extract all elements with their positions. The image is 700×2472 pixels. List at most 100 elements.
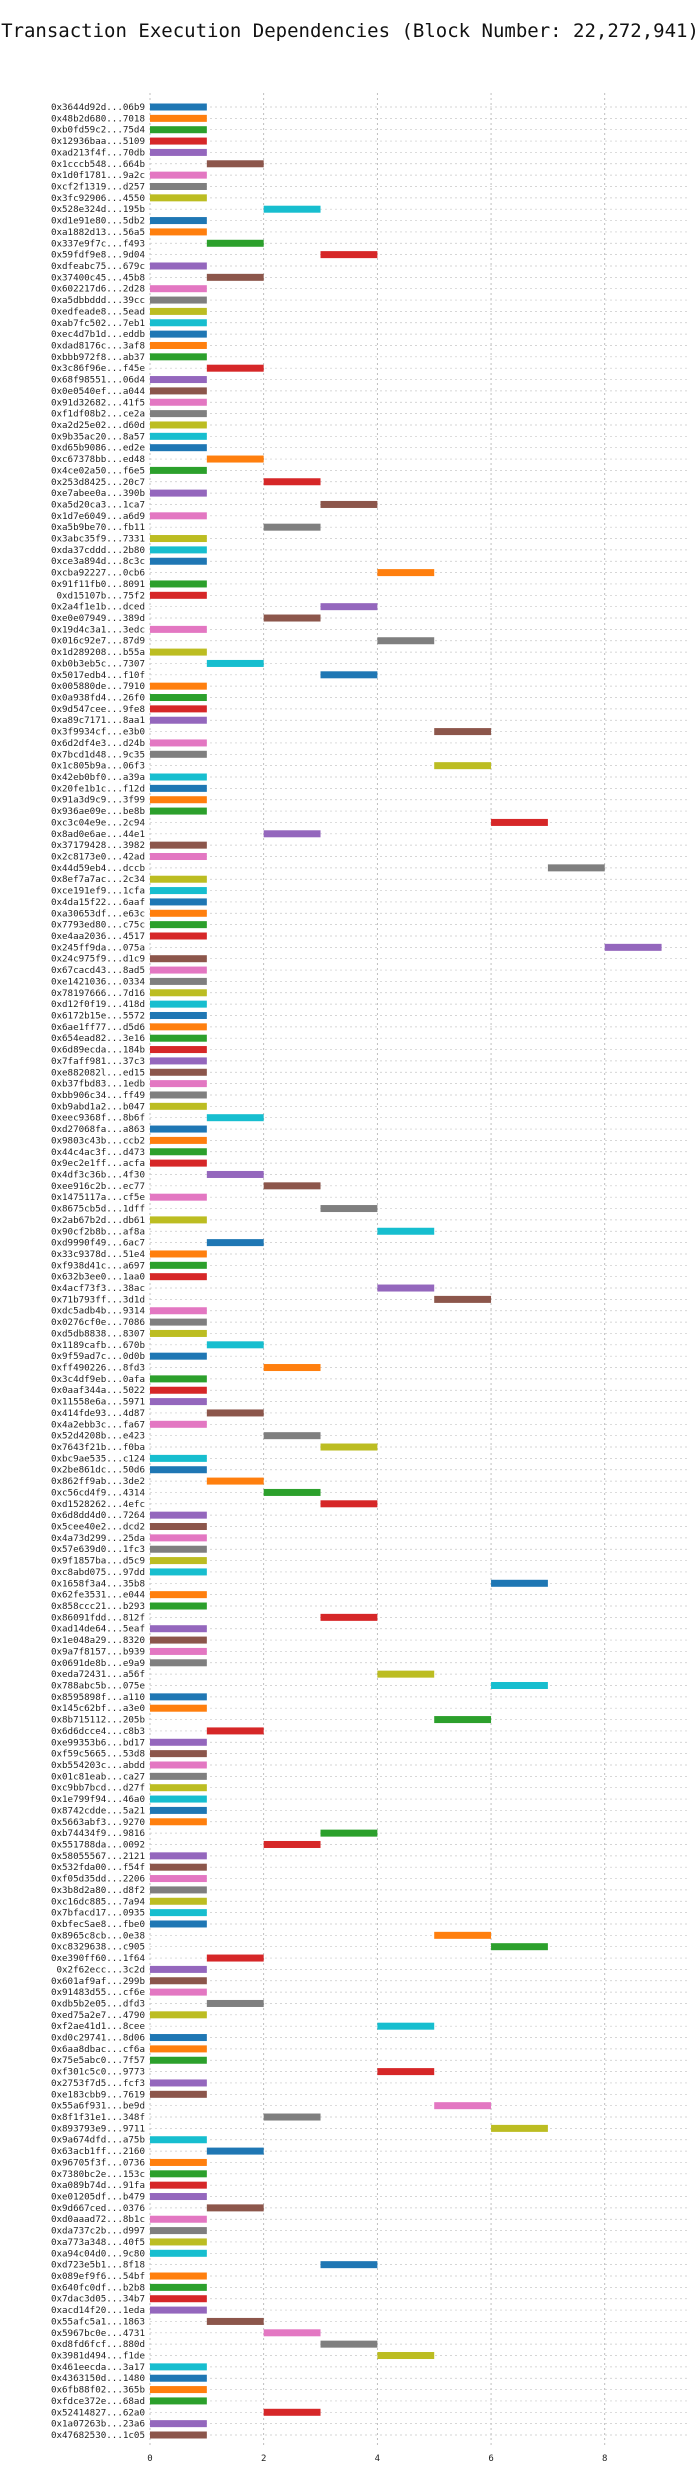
transaction-bar bbox=[547, 864, 605, 872]
tx-hash-label: 0x44d59eb4...dccb bbox=[51, 863, 145, 874]
tx-hash-label: 0x005880de...7910 bbox=[51, 681, 145, 692]
tx-hash-label: 0x8595898f...a110 bbox=[51, 1692, 145, 1703]
tx-hash-label: 0xd15107b...75f2 bbox=[56, 590, 145, 601]
tx-hash-label: 0x2be861dc...50d6 bbox=[51, 1465, 145, 1476]
transaction-bar bbox=[434, 1295, 492, 1303]
tx-hash-label: 0x7380bc2e...153c bbox=[51, 2169, 145, 2180]
transaction-bar bbox=[150, 1216, 207, 1224]
tx-hash-label: 0xf2ae41d1...8cee bbox=[51, 2021, 145, 2032]
transaction-bar bbox=[263, 2408, 321, 2416]
tx-hash-label: 0x8675cb5d...1dff bbox=[51, 1204, 145, 1215]
tx-hash-label: 0x5017edb4...f10f bbox=[51, 670, 145, 681]
x-tick-label: 4 bbox=[375, 2454, 380, 2464]
tx-hash-label: 0xa5dbbddd...39cc bbox=[51, 295, 145, 306]
tx-hash-label: 0x2753f7d5...fcf3 bbox=[51, 2078, 145, 2089]
tx-hash-label: 0x0691de8b...e9a9 bbox=[51, 1658, 145, 1669]
tx-hash-label: 0xc67378bb...ed48 bbox=[51, 454, 145, 465]
transaction-bar bbox=[150, 2431, 207, 2439]
tx-hash-label: 0xa89c7171...8aa1 bbox=[51, 715, 145, 726]
tx-hash-label: 0x91d32682...41f5 bbox=[51, 397, 145, 408]
tx-hash-label: 0x461eecda...3a17 bbox=[51, 2362, 145, 2373]
transaction-bar bbox=[150, 341, 207, 349]
tx-hash-label: 0x57e639d0...1fc3 bbox=[51, 1544, 145, 1555]
tx-hash-label: 0x2c8173e0...42ad bbox=[51, 852, 145, 863]
transaction-bar bbox=[150, 387, 207, 395]
x-tick-label: 8 bbox=[602, 2454, 607, 2464]
transaction-bar bbox=[150, 285, 207, 293]
tx-hash-label: 0xb0fd59c2...75d4 bbox=[51, 125, 146, 136]
transaction-bar bbox=[150, 694, 207, 702]
transaction-bar bbox=[150, 1125, 207, 1133]
tx-hash-label: 0x91a3d9c9...3f99 bbox=[51, 795, 145, 806]
tx-hash-label: 0x6172b15e...5572 bbox=[51, 1010, 145, 1021]
transaction-bar bbox=[150, 410, 207, 418]
transaction-bar bbox=[263, 205, 321, 213]
tx-hash-label: 0xbb906c34...ff49 bbox=[51, 1090, 145, 1101]
transaction-bar bbox=[150, 512, 207, 520]
tx-hash-label: 0x8ad0e6ae...44e1 bbox=[51, 829, 145, 840]
tx-hash-label: 0x1d7e6049...a6d9 bbox=[51, 511, 145, 522]
transaction-bar bbox=[150, 1636, 207, 1644]
transaction-bar bbox=[150, 1420, 207, 1428]
x-tick-label: 0 bbox=[147, 2454, 152, 2464]
tx-hash-label: 0x8965c8cb...0e38 bbox=[51, 1930, 145, 1941]
transaction-bar bbox=[150, 1568, 207, 1576]
transaction-bar bbox=[150, 2079, 207, 2087]
tx-hash-label: 0xa1882d13...56a5 bbox=[51, 227, 145, 238]
tx-hash-label: 0x19d4c3a1...3edc bbox=[51, 624, 145, 635]
transaction-bar bbox=[150, 2420, 207, 2428]
tx-hash-label: 0xe882082l...ed15 bbox=[51, 1067, 145, 1078]
tx-hash-label: 0xb37fbd83...1edb bbox=[51, 1079, 145, 1090]
transaction-bar bbox=[150, 126, 207, 134]
tx-hash-label: 0xf1df08b2...ce2a bbox=[51, 409, 145, 420]
tx-hash-label: 0x96705f3f...0736 bbox=[51, 2157, 145, 2168]
tx-hash-label: 0xdc5adb4b...9314 bbox=[51, 1306, 146, 1317]
transaction-bar bbox=[491, 1681, 548, 1689]
tx-hash-label: 0xa089b74d...91fa bbox=[51, 2180, 145, 2191]
transaction-bar bbox=[206, 364, 264, 372]
tx-hash-label: 0x58055567...2121 bbox=[51, 1851, 145, 1862]
transaction-bar bbox=[263, 478, 321, 486]
tx-hash-label: 0x71b793ff...3d1d bbox=[51, 1294, 145, 1305]
transaction-bar bbox=[150, 2283, 207, 2291]
tx-hash-label: 0x12936baa...5109 bbox=[51, 136, 145, 147]
transaction-bar bbox=[150, 1602, 207, 1610]
transaction-bar bbox=[150, 2193, 207, 2201]
tx-hash-label: 0xcf2f1319...d257 bbox=[51, 181, 145, 192]
tx-hash-label: 0xc8abd075...97dd bbox=[51, 1567, 145, 1578]
tx-hash-label: 0xa5b9be70...fb11 bbox=[51, 522, 145, 533]
tx-hash-label: 0x5967bc0e...4731 bbox=[51, 2328, 145, 2339]
transaction-bar bbox=[150, 1920, 207, 1928]
tx-hash-label: 0x3abc35f9...7331 bbox=[51, 534, 145, 545]
tx-hash-label: 0x0aaf344a...5022 bbox=[51, 1385, 145, 1396]
tx-hash-label: 0x3c86f96e...f45e bbox=[51, 363, 145, 374]
tx-hash-label: 0xee916c2b...ec77 bbox=[51, 1181, 145, 1192]
tx-hash-label: 0x602217d6...2d28 bbox=[51, 284, 145, 295]
tx-hash-label: 0xa30653df...e63c bbox=[51, 908, 145, 919]
transaction-bar bbox=[150, 2034, 207, 2042]
transaction-bar bbox=[150, 1466, 207, 1474]
tx-hash-label: 0x3fc92906...4550 bbox=[51, 193, 145, 204]
transaction-bar bbox=[491, 818, 548, 826]
transaction-bar bbox=[150, 1000, 207, 1008]
transaction-bar bbox=[150, 875, 207, 883]
transaction-bar bbox=[150, 591, 207, 599]
transaction-bar bbox=[263, 1432, 321, 1440]
tx-hash-label: 0xe390ff60...1f64 bbox=[51, 1953, 146, 1964]
transaction-bar bbox=[263, 1488, 321, 1496]
transaction-bar bbox=[150, 909, 207, 917]
transaction-bar bbox=[206, 2317, 264, 2325]
tx-hash-label: 0xd1e91e80...5db2 bbox=[51, 216, 145, 227]
transaction-bar bbox=[150, 682, 207, 690]
tx-hash-label: 0xce191ef9...1cfa bbox=[51, 886, 145, 897]
transaction-bar bbox=[150, 421, 207, 429]
tx-hash-label: 0xe01205df...b479 bbox=[51, 2192, 145, 2203]
transaction-bar bbox=[150, 103, 207, 111]
tx-hash-label: 0x9803c43b...ccb2 bbox=[51, 1135, 145, 1146]
tx-hash-label: 0x1475117a...cf5e bbox=[51, 1192, 145, 1203]
tx-hash-label: 0x089ef9f6...54bf bbox=[51, 2271, 145, 2282]
transaction-bar bbox=[206, 1170, 264, 1178]
tx-hash-label: 0x5cee40e2...dcd2 bbox=[51, 1522, 145, 1533]
tx-hash-label: 0xeec9368f...8b6f bbox=[51, 1113, 145, 1124]
tx-hash-label: 0x52414827...62a0 bbox=[51, 2407, 145, 2418]
